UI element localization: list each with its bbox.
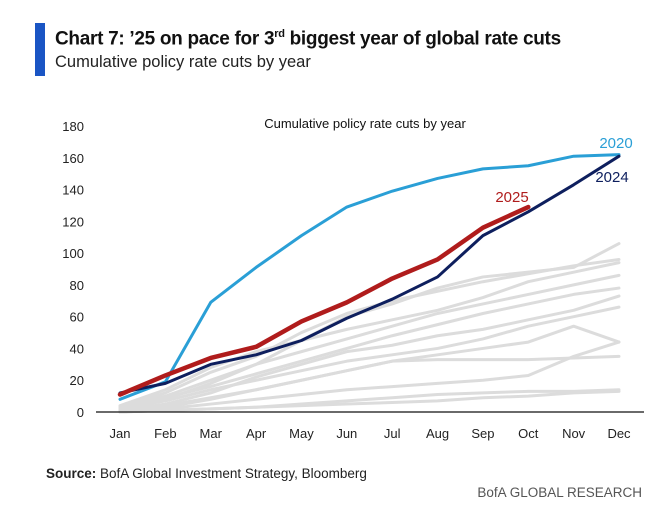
title-text-suffix: biggest year of global rate cuts — [284, 28, 562, 50]
source-label: Source: — [46, 466, 97, 481]
chart-title: Chart 7: ’25 on pace for 3rd biggest yea… — [55, 28, 561, 50]
series-line-other-year — [118, 294, 621, 412]
title-accent-bar — [35, 23, 45, 76]
x-tick-label: Apr — [246, 426, 267, 441]
y-axis-tick-labels: 0 20 40 60 80 100 120 140 160 180 — [62, 119, 84, 420]
y-tick-label: 20 — [70, 373, 84, 388]
series-line-2024 — [118, 154, 621, 395]
y-tick-label: 160 — [62, 151, 84, 166]
x-tick-label: Jan — [110, 426, 131, 441]
x-tick-label: Jun — [336, 426, 357, 441]
title-text-prefix: Chart 7: ’25 on pace for 3 — [55, 28, 275, 50]
series-line-2025 — [117, 204, 531, 397]
x-tick-label: Aug — [426, 426, 449, 441]
x-tick-label: Oct — [518, 426, 539, 441]
y-tick-label: 80 — [70, 278, 84, 293]
series-label-2020: 2020 — [599, 135, 632, 152]
y-tick-label: 0 — [77, 405, 84, 420]
series-line-other-year — [118, 261, 621, 408]
y-tick-label: 140 — [62, 183, 84, 198]
series-line-other-year — [118, 286, 621, 411]
x-tick-label: Nov — [562, 426, 586, 441]
source-text: BofA Global Investment Strategy, Bloombe… — [96, 466, 367, 481]
y-tick-label: 120 — [62, 214, 84, 229]
chart-inner-title: Cumulative policy rate cuts by year — [264, 116, 466, 131]
series-line-2020 — [118, 153, 621, 401]
series-label-2024: 2024 — [595, 169, 628, 186]
y-tick-label: 40 — [70, 341, 84, 356]
series-line-other-year — [118, 305, 621, 411]
series-line-other-year — [118, 242, 621, 411]
x-tick-label: Sep — [471, 426, 494, 441]
series-line-other-year — [118, 389, 621, 414]
x-tick-label: Dec — [607, 426, 631, 441]
chart-subtitle: Cumulative policy rate cuts by year — [55, 53, 311, 71]
series-line-other-year — [118, 340, 621, 414]
series-line-other-year — [118, 354, 621, 412]
y-tick-label: 180 — [62, 119, 84, 134]
highlight-series-group — [117, 153, 621, 401]
source-note: Source: BofA Global Investment Strategy,… — [46, 466, 367, 481]
series-label-2025: 2025 — [495, 189, 528, 206]
background-series-group — [118, 242, 621, 414]
x-axis-tick-labels: Jan Feb Mar Apr May Jun Jul Aug Sep Oct Nov Dec — [110, 426, 632, 441]
x-tick-label: May — [289, 426, 314, 441]
brand-label: BofA GLOBAL RESEARCH — [477, 485, 642, 500]
x-tick-label: Mar — [200, 426, 223, 441]
series-labels: 2020 2024 2025 — [495, 135, 632, 206]
series-line-other-year — [118, 273, 621, 409]
y-tick-label: 60 — [70, 310, 84, 325]
x-tick-label: Feb — [154, 426, 176, 441]
y-tick-label: 100 — [62, 246, 84, 261]
x-tick-label: Jul — [384, 426, 401, 441]
title-superscript: rd — [274, 28, 285, 40]
